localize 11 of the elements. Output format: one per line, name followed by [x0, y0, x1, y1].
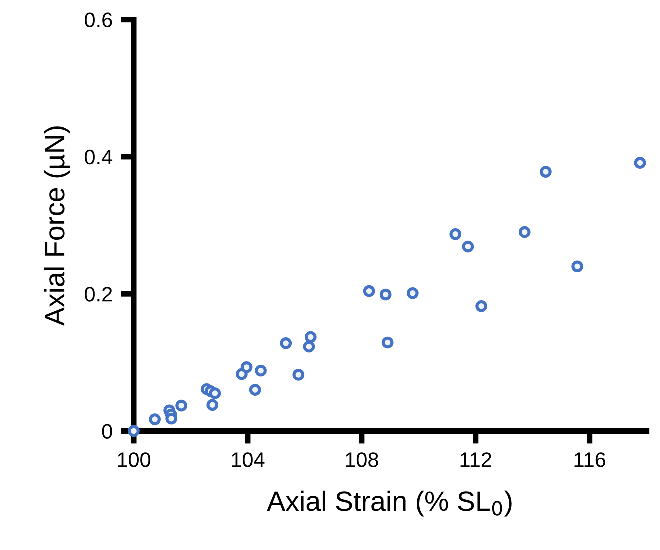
x-tick-label: 116: [574, 452, 606, 468]
y-tick-label: 0: [102, 424, 112, 439]
x-axis-title: Axial Strain (% SL$_{0}$): [267, 490, 512, 517]
x-tick-label: 108: [346, 452, 378, 468]
y-tick-label: 0.6: [85, 12, 112, 28]
x-tick-label: 112: [460, 452, 492, 468]
y-axis-title: Axial Force (µN): [44, 126, 70, 326]
x-tick-label: 100: [118, 452, 151, 468]
y-tick-label: 0.2: [85, 287, 112, 302]
y-tick-label: 0.4: [85, 150, 113, 165]
x-tick-label: 104: [232, 452, 265, 468]
